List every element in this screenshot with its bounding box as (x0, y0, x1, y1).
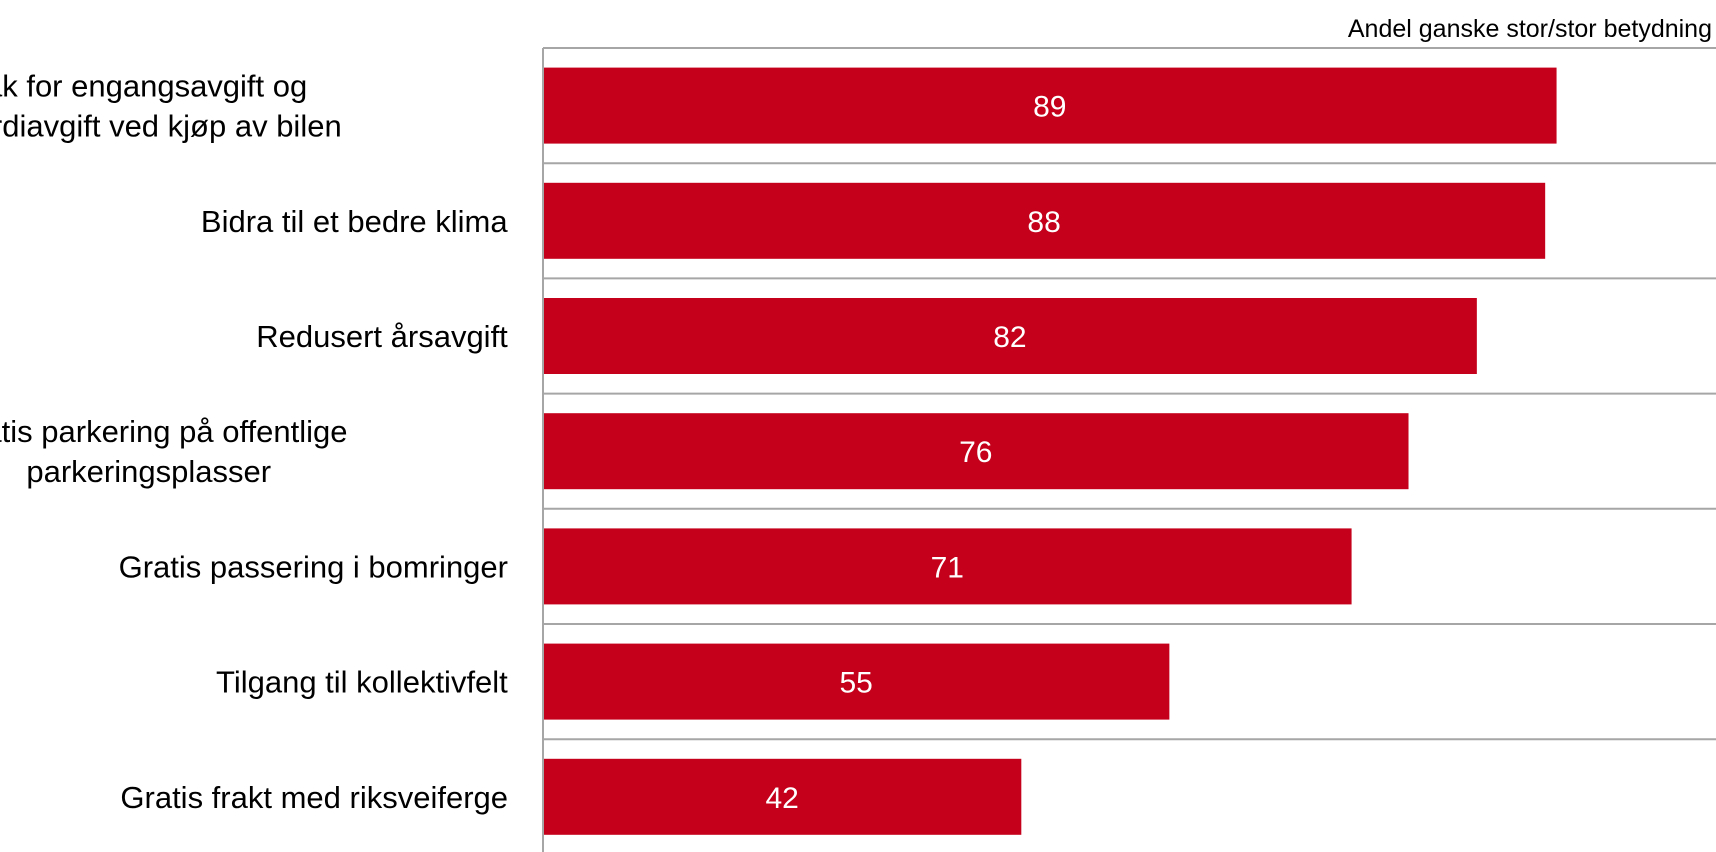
category-label: Bidra til et bedre klima (201, 204, 508, 239)
category-label-line: Gratis passering i bomringer (119, 549, 508, 584)
data-label: 76 (959, 436, 992, 469)
gridlines (543, 47, 1716, 741)
category-label: Fritak for engangsavgift og merverdiavgif… (0, 69, 342, 144)
chart-caption: Andel ganske stor/stor betydning (1348, 15, 1712, 43)
category-label-line: Redusert årsavgift (256, 319, 508, 354)
bars-group (543, 67, 1557, 835)
bar (543, 298, 1477, 374)
data-label: 82 (993, 321, 1026, 354)
category-label: Gratis parkering på offentlige parkerings… (0, 414, 347, 489)
category-labels: Fritak for engangsavgift og merverdiavgif… (0, 69, 508, 815)
bar (543, 67, 1557, 144)
data-label: 42 (765, 782, 798, 815)
bar (543, 528, 1352, 605)
bar (543, 413, 1409, 490)
bar (543, 758, 1022, 835)
category-label-line: Fritak for engangsavgift og (0, 69, 307, 104)
category-label-line: merverdiavgift ved kjøp av bilen (0, 109, 342, 144)
data-label: 88 (1027, 206, 1060, 239)
category-label: Gratis frakt med riksveiferge (120, 780, 508, 815)
category-label-line: Gratis parkering på offentlige (0, 414, 347, 449)
category-label-line: Gratis frakt med riksveiferge (120, 780, 508, 815)
data-label: 71 (931, 551, 964, 584)
category-label-line: Bidra til et bedre klima (201, 204, 508, 239)
data-label: 55 (839, 667, 872, 700)
category-label: Redusert årsavgift (256, 319, 508, 354)
category-label: Tilgang til kollektivfelt (216, 665, 508, 700)
bar (543, 182, 1546, 259)
bar (543, 643, 1170, 720)
category-label: Gratis passering i bomringer (119, 549, 508, 584)
category-label-line: parkeringsplasser (26, 454, 271, 489)
data-label: 89 (1033, 91, 1066, 124)
value-labels: 89 88 82 76 71 55 42 (765, 91, 1066, 815)
category-label-line: Tilgang til kollektivfelt (216, 665, 508, 700)
